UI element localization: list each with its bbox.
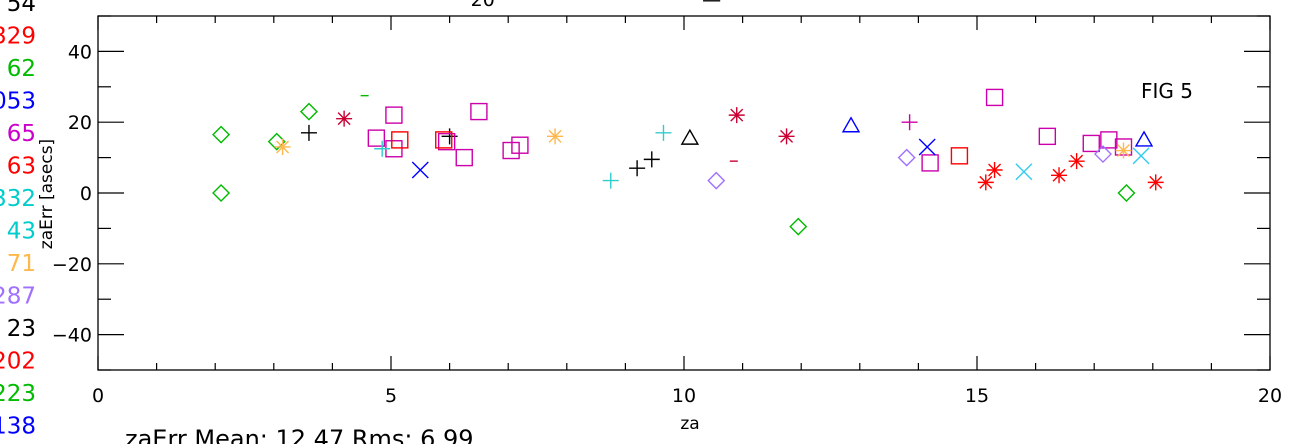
data-point-asterisk	[986, 161, 1003, 178]
data-point-x	[918, 138, 936, 156]
y-tick-label: −40	[52, 325, 92, 347]
x-tick-label: 15	[965, 385, 989, 407]
side-labels: 54 329 62 053 65 63 332 43 71 287 23 202 223 138	[0, 0, 36, 440]
side-label: 329	[0, 24, 36, 50]
chart-title: 20°°° °° °°°°° °°°° ° °°° — °° °°°° °° °…	[471, 0, 910, 11]
data-point-diamond	[212, 125, 231, 144]
data-point-asterisk	[977, 174, 994, 191]
side-label: 63	[7, 154, 36, 180]
x-axis-label: za	[680, 414, 699, 434]
data-point-x	[1132, 147, 1150, 165]
data-point-plus	[300, 124, 317, 141]
data-point-x	[411, 161, 429, 179]
data-point-square	[1100, 131, 1118, 149]
y-tick-label: −20	[52, 254, 92, 276]
side-label: 54	[7, 0, 36, 17]
data-point-square	[455, 148, 473, 167]
x-tick-label: 5	[385, 385, 397, 407]
data-point-square	[1038, 127, 1057, 146]
x-tick-label: 10	[672, 385, 696, 407]
data-point-asterisk	[336, 110, 353, 127]
y-tick-label: 0	[80, 183, 92, 205]
side-label: 223	[0, 381, 36, 407]
side-label: 65	[7, 121, 36, 147]
data-point-square	[502, 141, 520, 160]
side-label: 23	[7, 316, 36, 342]
data-point-square	[391, 131, 409, 149]
data-point-diamond	[897, 148, 916, 167]
data-point-diamond	[212, 184, 231, 202]
data-point-square	[985, 88, 1004, 107]
side-label: 62	[7, 56, 36, 82]
data-point-square	[470, 102, 488, 121]
data-point-plus	[901, 114, 918, 131]
data-point-asterisk	[1115, 142, 1132, 159]
data-point-plus	[602, 172, 619, 189]
data-point-triangle	[680, 128, 700, 145]
data-point-square	[385, 106, 403, 124]
data-point-square	[1082, 134, 1100, 153]
data-point-triangle	[841, 116, 861, 133]
axis-ticks	[97, 15, 1271, 371]
data-point-asterisk	[274, 138, 291, 155]
side-label: 053	[0, 89, 36, 115]
side-label: 138	[0, 414, 36, 440]
data-markers	[212, 88, 1164, 236]
side-label: 43	[7, 219, 36, 245]
y-tick-label: 20	[68, 112, 92, 134]
data-point-square	[367, 129, 386, 147]
data-point-diamond	[707, 171, 726, 190]
data-point-square	[921, 154, 939, 172]
fig-label: FIG 5	[1141, 79, 1193, 103]
side-label: 287	[0, 284, 36, 310]
tick-labels: 0 5 10 15 20 −40 −20 0 20 40	[52, 41, 1282, 407]
side-label: 71	[7, 251, 36, 277]
side-label: 332	[0, 186, 36, 212]
data-point-plus	[374, 140, 391, 157]
data-point-square	[435, 131, 453, 149]
data-point-plus	[643, 151, 660, 168]
data-point-square	[950, 147, 969, 165]
side-label: 202	[0, 349, 36, 375]
data-point-asterisk	[778, 128, 795, 145]
data-point-diamond	[299, 102, 318, 121]
x-tick-label: 0	[92, 385, 104, 407]
y-tick-label: 40	[68, 41, 92, 63]
data-point-asterisk	[1051, 167, 1068, 184]
data-point-asterisk	[1068, 153, 1085, 170]
data-point-triangle	[1134, 130, 1154, 147]
data-point-asterisk	[1147, 174, 1164, 191]
data-point-x	[1015, 163, 1033, 181]
plot-frame	[97, 15, 1271, 371]
data-point-diamond	[789, 217, 808, 236]
stats-text: zaErr Mean: 12.47 Rms: 6.99	[125, 425, 474, 444]
data-point-asterisk	[547, 128, 564, 145]
data-point-asterisk	[728, 107, 745, 124]
data-point-diamond	[1117, 184, 1136, 202]
data-point-plus	[629, 160, 646, 177]
data-point-plus	[655, 124, 672, 141]
x-tick-label: 20	[1258, 385, 1282, 407]
data-point-square	[511, 136, 529, 154]
data-point-square	[437, 132, 456, 151]
y-axis-label: zaErr [asecs]	[37, 139, 57, 249]
data-point-diamond	[1094, 145, 1112, 164]
